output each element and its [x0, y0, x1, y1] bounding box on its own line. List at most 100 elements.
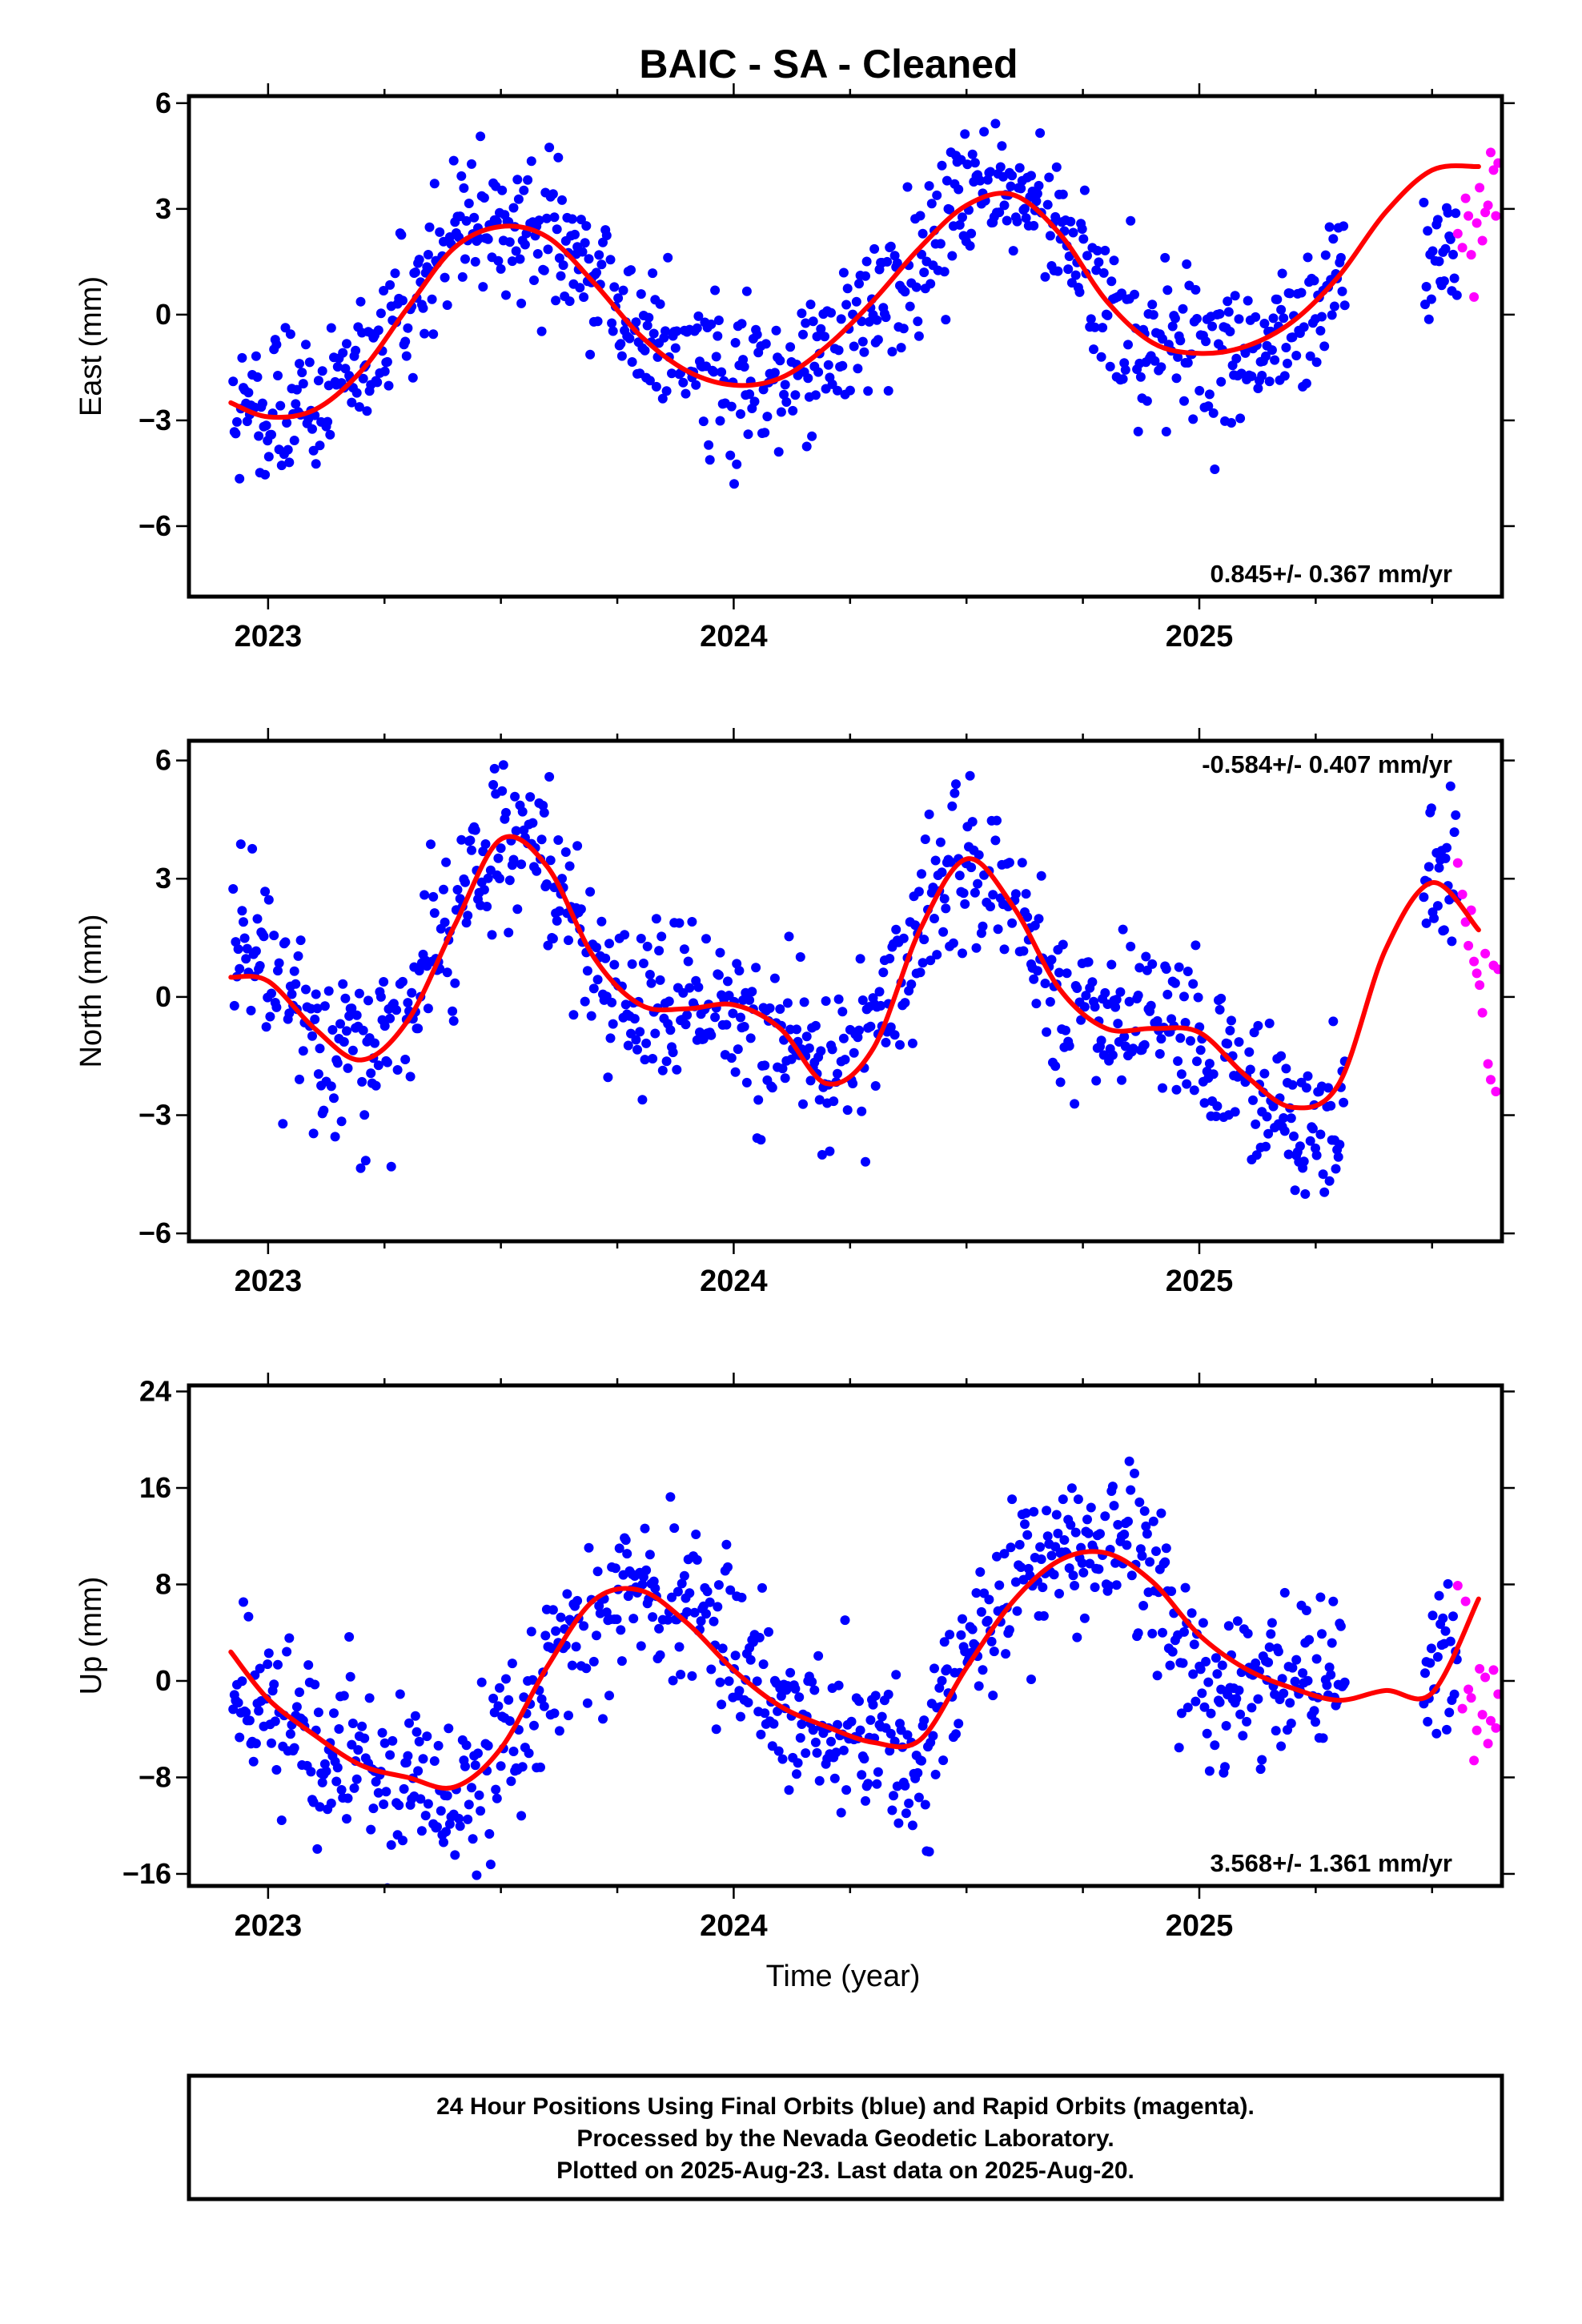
- up-final-orbit-point: [326, 1798, 336, 1808]
- up-final-orbit-point: [938, 1755, 949, 1766]
- up-final-orbit-point: [463, 1814, 473, 1824]
- up-final-orbit-point: [1038, 1582, 1048, 1593]
- north-final-orbit-point: [1199, 1098, 1210, 1108]
- east-rapid-orbit-point: [1477, 235, 1488, 246]
- east-final-orbit-point: [1179, 396, 1189, 406]
- up-final-orbit-point: [1335, 1621, 1346, 1631]
- east-final-orbit-point: [1133, 426, 1143, 436]
- east-final-orbit-point: [1175, 336, 1186, 346]
- east-final-orbit-point: [390, 268, 400, 279]
- north-final-orbit-point: [463, 911, 473, 921]
- up-final-orbit-point: [1058, 1494, 1068, 1505]
- up-final-orbit-point: [439, 1837, 448, 1848]
- north-final-orbit-point: [609, 959, 620, 970]
- north-final-orbit-point: [1323, 1083, 1333, 1093]
- east-final-orbit-point: [243, 388, 254, 398]
- north-final-orbit-point: [946, 857, 956, 867]
- east-final-orbit-point: [261, 420, 271, 431]
- north-final-orbit-point: [291, 979, 301, 989]
- up-final-orbit-point: [381, 1787, 391, 1797]
- up-y-tick-label: 24: [139, 1375, 171, 1408]
- up-final-orbit-point: [470, 1760, 480, 1771]
- north-final-orbit-point: [973, 879, 983, 889]
- east-final-orbit-point: [400, 336, 411, 347]
- up-final-orbit-point: [592, 1566, 603, 1577]
- north-final-orbit-point: [261, 1022, 271, 1032]
- east-final-orbit-point: [1421, 282, 1431, 292]
- east-final-orbit-point: [342, 339, 351, 349]
- east-x-tick-label-2025: 2025: [1166, 620, 1234, 653]
- up-final-orbit-point: [758, 1659, 769, 1670]
- east-final-orbit-point: [661, 326, 670, 336]
- up-final-orbit-point: [579, 1621, 589, 1631]
- north-final-orbit-point: [465, 835, 476, 846]
- east-final-orbit-point: [1102, 310, 1113, 320]
- north-final-orbit-point: [588, 983, 599, 994]
- north-final-orbit-point: [1287, 1080, 1298, 1090]
- up-final-orbit-point: [359, 1733, 370, 1743]
- east-rapid-orbit-point: [1488, 165, 1499, 175]
- north-final-orbit-point: [470, 825, 480, 835]
- up-final-orbit-point: [756, 1729, 766, 1739]
- north-final-orbit-point: [496, 843, 506, 854]
- north-final-orbit-point: [795, 952, 805, 962]
- north-final-orbit-point: [745, 1033, 756, 1043]
- north-final-orbit-point: [642, 941, 652, 951]
- east-final-orbit-point: [424, 222, 435, 232]
- up-plot-area: [228, 1456, 1502, 1886]
- north-final-orbit-point: [255, 961, 265, 971]
- north-final-orbit-point: [644, 970, 655, 979]
- up-final-orbit-point: [506, 1776, 516, 1787]
- up-final-orbit-point: [1078, 1567, 1089, 1578]
- north-final-orbit-point: [646, 978, 656, 988]
- east-final-orbit-point: [1268, 313, 1279, 324]
- up-final-orbit-point: [414, 1736, 424, 1747]
- north-final-orbit-point: [706, 1030, 717, 1040]
- north-final-orbit-point: [293, 951, 303, 961]
- east-final-orbit-point: [1257, 371, 1267, 380]
- up-final-orbit-point: [368, 1803, 379, 1814]
- north-rapid-orbit-point: [1472, 968, 1482, 979]
- up-final-orbit-point: [398, 1835, 408, 1846]
- up-final-orbit-point: [855, 1725, 865, 1735]
- east-final-orbit-point: [1042, 199, 1053, 210]
- east-final-orbit-point: [626, 265, 636, 275]
- up-final-orbit-point: [1217, 1660, 1227, 1671]
- up-final-orbit-point: [967, 1624, 978, 1634]
- up-final-orbit-point: [1234, 1685, 1244, 1695]
- up-final-orbit-point: [813, 1651, 824, 1661]
- east-final-orbit-point: [396, 230, 407, 240]
- east-x-tick-label-2024: 2024: [700, 620, 768, 653]
- north-final-orbit-point: [315, 1043, 325, 1054]
- east-final-orbit-point: [1068, 227, 1078, 238]
- east-final-orbit-point: [1296, 287, 1307, 298]
- east-final-orbit-point: [541, 213, 552, 223]
- east-final-orbit-point: [945, 204, 955, 215]
- up-model-fit-line: [228, 1549, 1481, 1791]
- up-final-orbit-point: [713, 1580, 724, 1590]
- north-final-orbit-point: [833, 1068, 842, 1079]
- east-final-orbit-point: [1053, 266, 1063, 276]
- east-final-orbit-point: [420, 328, 430, 339]
- up-final-orbit-point: [1156, 1508, 1166, 1518]
- up-final-orbit-point: [1202, 1728, 1212, 1739]
- north-final-orbit-point: [747, 987, 757, 997]
- east-final-orbit-point: [1109, 255, 1119, 266]
- east-final-orbit-point: [382, 356, 392, 367]
- chart-title: BAIC - SA - Cleaned: [639, 42, 1018, 86]
- east-final-orbit-point: [532, 249, 543, 259]
- up-final-orbit-point: [366, 1824, 376, 1835]
- north-y-tick-label: 6: [155, 744, 171, 777]
- up-final-orbit-point: [1107, 1482, 1118, 1492]
- north-final-orbit-point: [493, 853, 504, 863]
- east-final-orbit-point: [917, 249, 926, 259]
- east-rapid-orbit-point: [1469, 292, 1480, 302]
- north-final-orbit-point: [488, 780, 499, 790]
- north-rapid-orbit-point: [1457, 889, 1468, 899]
- up-final-orbit-point: [891, 1670, 901, 1680]
- up-final-orbit-point: [1425, 1658, 1435, 1668]
- north-final-orbit-point: [307, 1031, 317, 1041]
- up-rapid-orbit-point: [1472, 1725, 1482, 1735]
- north-final-orbit-point: [1083, 957, 1094, 967]
- north-y-tick-label: 0: [155, 980, 171, 1013]
